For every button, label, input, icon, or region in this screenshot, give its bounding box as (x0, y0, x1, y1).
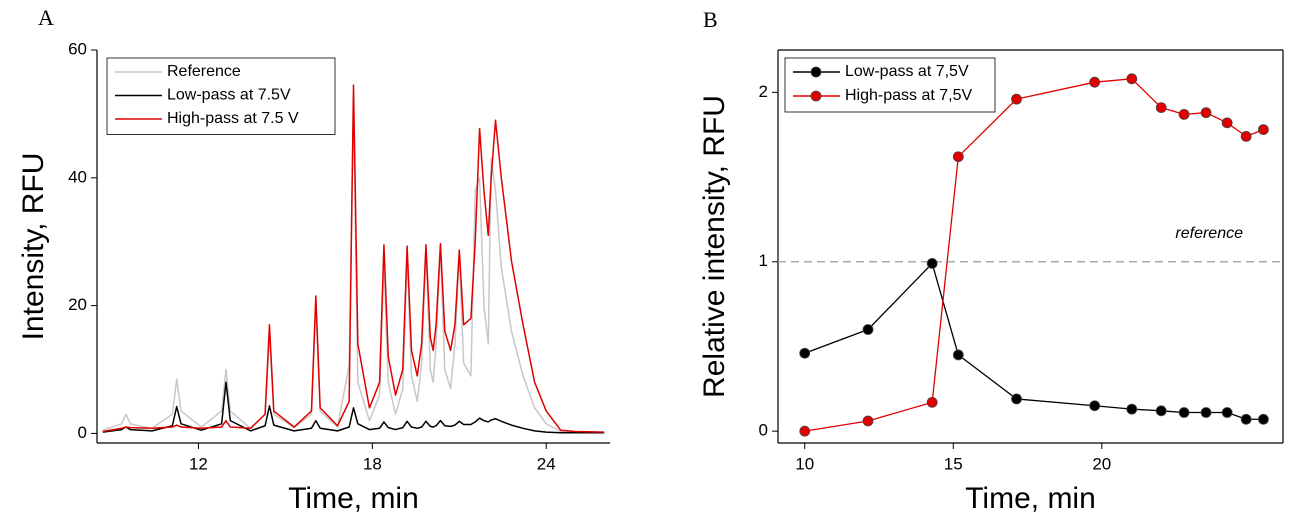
x-axis-label: Time, min (288, 482, 419, 515)
data-point (1126, 73, 1138, 85)
x-tick-label: 24 (537, 454, 556, 473)
series-line (804, 262, 1264, 420)
y-tick-label: 60 (68, 39, 87, 58)
data-point (952, 349, 964, 361)
data-point (1257, 124, 1269, 136)
data-point (1240, 130, 1252, 142)
x-tick-label: 20 (1092, 454, 1111, 473)
series-line (804, 78, 1264, 432)
data-point (1240, 413, 1252, 425)
data-point (1178, 407, 1190, 418)
y-tick-label: 0 (78, 423, 87, 442)
reference-label: reference (1175, 225, 1243, 242)
data-point (1011, 393, 1022, 405)
legend-label: Low-pass at 7.5V (167, 87, 291, 104)
panel-label: A (38, 5, 54, 30)
legend-marker (810, 66, 822, 78)
legend-box (784, 57, 996, 113)
data-point (1200, 407, 1212, 418)
y-tick-label: 20 (68, 295, 87, 314)
y-axis-label: Relative intensity, RFU (698, 95, 731, 398)
panel-label: B (703, 7, 718, 32)
legend-label: High-pass at 7.5 V (167, 110, 299, 127)
legend-label: High-pass at 7,5V (845, 87, 973, 104)
data-point (862, 324, 874, 335)
data-point (1178, 108, 1190, 120)
y-tick-label: 2 (759, 82, 768, 101)
data-point (1221, 117, 1233, 129)
y-tick-label: 1 (759, 251, 768, 270)
data-point (1155, 405, 1167, 417)
data-point (952, 151, 964, 163)
y-axis-label: Intensity, RFU (17, 153, 50, 341)
y-tick-label: 40 (68, 167, 87, 186)
data-point (1155, 102, 1167, 113)
series-line (102, 84, 605, 433)
legend-marker (810, 90, 822, 102)
legend-box (106, 57, 336, 135)
legend-label: Reference (167, 63, 241, 80)
data-point (1221, 407, 1233, 418)
x-tick-label: 15 (944, 454, 963, 473)
x-axis-label: Time, min (965, 482, 1096, 515)
x-tick-label: 10 (795, 454, 814, 473)
data-point (799, 347, 811, 359)
data-point (862, 415, 874, 427)
x-tick-label: 18 (363, 454, 382, 473)
data-point (1011, 93, 1022, 105)
data-point (799, 425, 811, 437)
series-line (102, 100, 605, 433)
y-tick-label: 0 (759, 421, 768, 440)
series-line (102, 381, 605, 434)
data-point (926, 258, 938, 269)
data-point (1089, 76, 1101, 88)
data-point (1089, 400, 1101, 412)
data-point (926, 396, 938, 408)
x-tick-label: 12 (189, 454, 208, 473)
data-point (1257, 413, 1269, 425)
data-point (1126, 403, 1138, 415)
data-point (1200, 107, 1212, 119)
legend-label: Low-pass at 7,5V (845, 63, 969, 80)
